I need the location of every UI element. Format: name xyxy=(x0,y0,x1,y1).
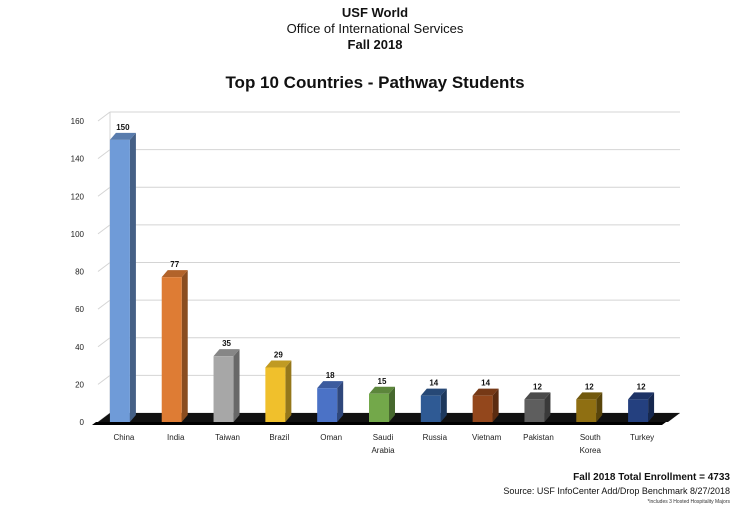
bar-brazil xyxy=(265,367,286,422)
y-tick-label: 40 xyxy=(75,343,84,352)
footnote: *includes 3 Hosted Hospitality Majors xyxy=(647,499,730,505)
x-tick-label: Oman xyxy=(320,433,342,442)
x-tick-label: Korea xyxy=(580,446,602,455)
gridline-side xyxy=(97,149,111,160)
y-tick-label: 20 xyxy=(75,380,84,389)
bar-china xyxy=(109,139,130,422)
data-label: 77 xyxy=(170,260,179,269)
bar-side xyxy=(596,392,603,422)
x-tick-label: Russia xyxy=(423,433,448,442)
data-label: 18 xyxy=(326,371,335,380)
gridline-side xyxy=(97,299,111,310)
bar-side xyxy=(389,386,395,422)
total-enrollment: Fall 2018 Total Enrollment = 4733 xyxy=(573,472,730,483)
y-tick-label: 0 xyxy=(80,418,85,427)
data-label: 15 xyxy=(378,377,387,386)
bar-top xyxy=(109,132,136,140)
bar-oman xyxy=(317,388,338,422)
x-tick-label: Vietnam xyxy=(472,433,502,442)
gridline-side xyxy=(97,374,111,385)
x-tick-label: Turkey xyxy=(630,433,654,442)
chart-floor-edge xyxy=(92,422,666,425)
bar-top xyxy=(524,392,551,400)
bar-top xyxy=(213,349,240,357)
gridline-side xyxy=(97,111,111,122)
data-label: 14 xyxy=(481,379,490,388)
term-title: Fall 2018 xyxy=(347,37,403,52)
gridline-side xyxy=(97,186,111,197)
office-title: Office of International Services xyxy=(286,21,464,36)
bar-side xyxy=(648,392,655,422)
y-tick-label: 160 xyxy=(71,117,85,126)
bar-top xyxy=(161,270,188,278)
bar-side xyxy=(129,132,136,422)
bar-top xyxy=(628,392,655,400)
x-tick-label: Pakistan xyxy=(523,433,554,442)
gridline-side xyxy=(97,262,111,272)
data-label: 12 xyxy=(637,382,646,391)
gridline-side xyxy=(97,337,111,348)
x-tick-label: Taiwan xyxy=(215,433,240,442)
data-label: 35 xyxy=(222,339,231,348)
bar-india xyxy=(161,277,182,422)
bar-top xyxy=(369,386,395,394)
x-tick-label: China xyxy=(113,433,134,442)
bar-top xyxy=(576,392,603,400)
gridline-side xyxy=(97,224,111,235)
bar-turkey xyxy=(628,399,649,422)
x-tick-label: Arabia xyxy=(371,446,395,455)
bar-top xyxy=(472,388,499,396)
y-tick-label: 140 xyxy=(71,155,85,164)
data-label: 12 xyxy=(585,382,594,391)
data-label: 150 xyxy=(116,123,130,132)
y-tick-label: 120 xyxy=(71,192,85,201)
bar-side xyxy=(181,270,188,422)
bar-taiwan xyxy=(213,356,234,422)
bar-side xyxy=(440,388,447,422)
x-tick-label: South xyxy=(580,433,601,442)
x-tick-label: Brazil xyxy=(269,433,289,442)
data-label: 29 xyxy=(274,350,283,359)
bar-side xyxy=(233,349,240,422)
chart-title: Top 10 Countries - Pathway Students xyxy=(225,73,525,92)
data-label: 14 xyxy=(429,379,438,388)
bar-saudi-arabia xyxy=(369,393,389,422)
bar-russia xyxy=(420,395,441,422)
x-tick-label: Saudi xyxy=(373,433,394,442)
x-tick-label: India xyxy=(167,433,185,442)
bar-side xyxy=(492,388,499,422)
org-title: USF World xyxy=(341,5,409,20)
bar-vietnam xyxy=(472,395,493,422)
bar-side xyxy=(544,392,551,422)
bar-side xyxy=(285,360,292,422)
source-note: Source: USF InfoCenter Add/Drop Benchmar… xyxy=(503,486,730,496)
y-tick-label: 100 xyxy=(71,230,85,239)
bar-top xyxy=(265,360,292,368)
bar-south-korea xyxy=(576,399,597,422)
y-tick-label: 60 xyxy=(75,305,84,314)
bar-top xyxy=(317,381,344,389)
bar-pakistan xyxy=(524,399,545,422)
bar-side xyxy=(337,381,344,422)
y-tick-label: 80 xyxy=(75,268,84,277)
bar-top xyxy=(420,388,447,396)
data-label: 12 xyxy=(533,382,542,391)
